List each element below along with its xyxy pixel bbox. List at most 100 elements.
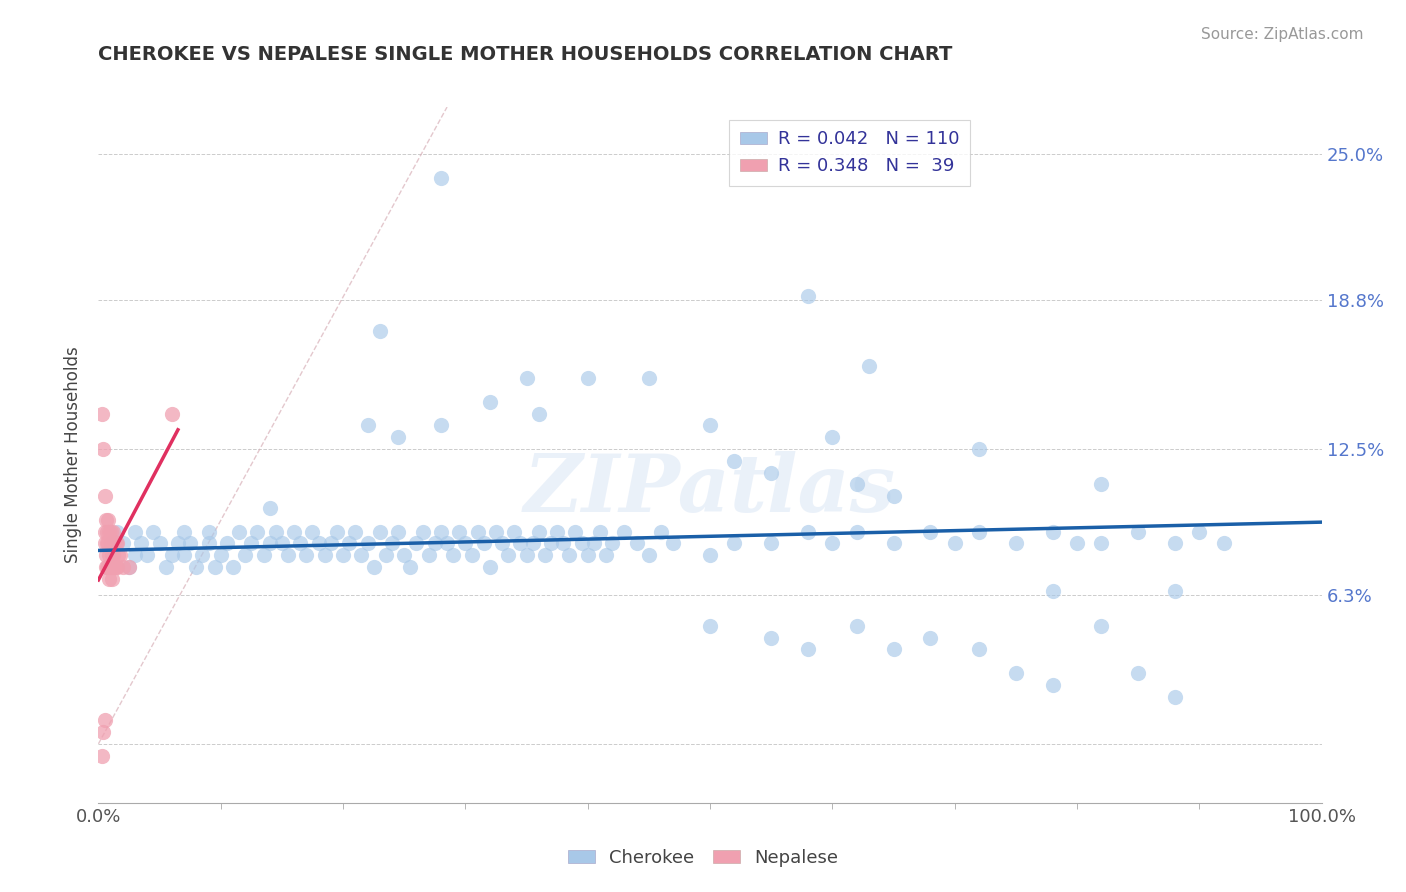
Point: [761, 466, 783, 480]
Point: [136, 548, 159, 562]
Point: [1090, 619, 1112, 633]
Point: [920, 524, 942, 539]
Point: [797, 289, 820, 303]
Point: [314, 548, 336, 562]
Point: [240, 536, 263, 550]
Text: CHEROKEE VS NEPALESE SINGLE MOTHER HOUSEHOLDS CORRELATION CHART: CHEROKEE VS NEPALESE SINGLE MOTHER HOUSE…: [98, 45, 953, 63]
Point: [1042, 583, 1064, 598]
Point: [124, 548, 146, 562]
Point: [350, 548, 373, 562]
Point: [94, 513, 117, 527]
Point: [540, 536, 562, 550]
Point: [576, 548, 599, 562]
Point: [283, 524, 305, 539]
Point: [441, 548, 464, 562]
Point: [186, 560, 208, 574]
Point: [478, 560, 501, 574]
Point: [472, 536, 495, 550]
Point: [460, 548, 482, 562]
Point: [332, 548, 354, 562]
Point: [638, 371, 661, 385]
Point: [821, 536, 844, 550]
Point: [1042, 524, 1064, 539]
Point: [246, 524, 269, 539]
Point: [167, 536, 190, 550]
Point: [356, 536, 378, 550]
Point: [91, 748, 114, 763]
Point: [105, 560, 128, 574]
Point: [215, 536, 238, 550]
Point: [197, 524, 219, 539]
Legend: R = 0.042   N = 110, R = 0.348   N =  39: R = 0.042 N = 110, R = 0.348 N = 39: [730, 120, 970, 186]
Point: [430, 170, 453, 185]
Point: [1164, 583, 1187, 598]
Point: [98, 524, 121, 539]
Point: [129, 536, 152, 550]
Point: [173, 524, 195, 539]
Point: [295, 548, 318, 562]
Point: [883, 489, 905, 503]
Point: [1042, 678, 1064, 692]
Point: [564, 524, 586, 539]
Point: [1004, 536, 1026, 550]
Point: [595, 548, 617, 562]
Point: [105, 536, 128, 550]
Point: [1164, 690, 1187, 704]
Point: [111, 536, 134, 550]
Point: [883, 642, 905, 657]
Point: [97, 536, 120, 550]
Point: [1066, 536, 1088, 550]
Point: [405, 536, 427, 550]
Point: [534, 548, 557, 562]
Point: [412, 524, 434, 539]
Point: [101, 536, 124, 550]
Point: [553, 536, 575, 550]
Point: [600, 536, 623, 550]
Point: [103, 560, 125, 574]
Point: [105, 524, 128, 539]
Point: [1128, 666, 1150, 681]
Point: [582, 536, 605, 550]
Point: [797, 642, 820, 657]
Point: [467, 524, 489, 539]
Point: [845, 524, 868, 539]
Point: [101, 572, 124, 586]
Point: [436, 536, 458, 550]
Point: [626, 536, 648, 550]
Point: [160, 407, 183, 421]
Point: [920, 631, 942, 645]
Point: [100, 536, 122, 550]
Point: [124, 524, 146, 539]
Point: [118, 560, 141, 574]
Point: [449, 524, 471, 539]
Point: [967, 442, 990, 456]
Point: [91, 407, 114, 421]
Point: [319, 536, 342, 550]
Point: [97, 513, 120, 527]
Point: [118, 560, 141, 574]
Point: [94, 560, 117, 574]
Point: [943, 536, 966, 550]
Point: [107, 548, 129, 562]
Point: [111, 560, 134, 574]
Point: [264, 524, 287, 539]
Point: [101, 548, 124, 562]
Point: [101, 548, 124, 562]
Point: [204, 560, 226, 574]
Point: [100, 524, 122, 539]
Point: [222, 560, 245, 574]
Point: [337, 536, 360, 550]
Point: [179, 536, 201, 550]
Point: [1164, 536, 1187, 550]
Point: [761, 536, 783, 550]
Point: [392, 548, 416, 562]
Point: [381, 536, 404, 550]
Point: [522, 536, 544, 550]
Point: [858, 359, 880, 374]
Point: [104, 536, 127, 550]
Point: [1212, 536, 1234, 550]
Point: [1128, 524, 1150, 539]
Point: [723, 454, 745, 468]
Point: [160, 548, 183, 562]
Point: [110, 548, 132, 562]
